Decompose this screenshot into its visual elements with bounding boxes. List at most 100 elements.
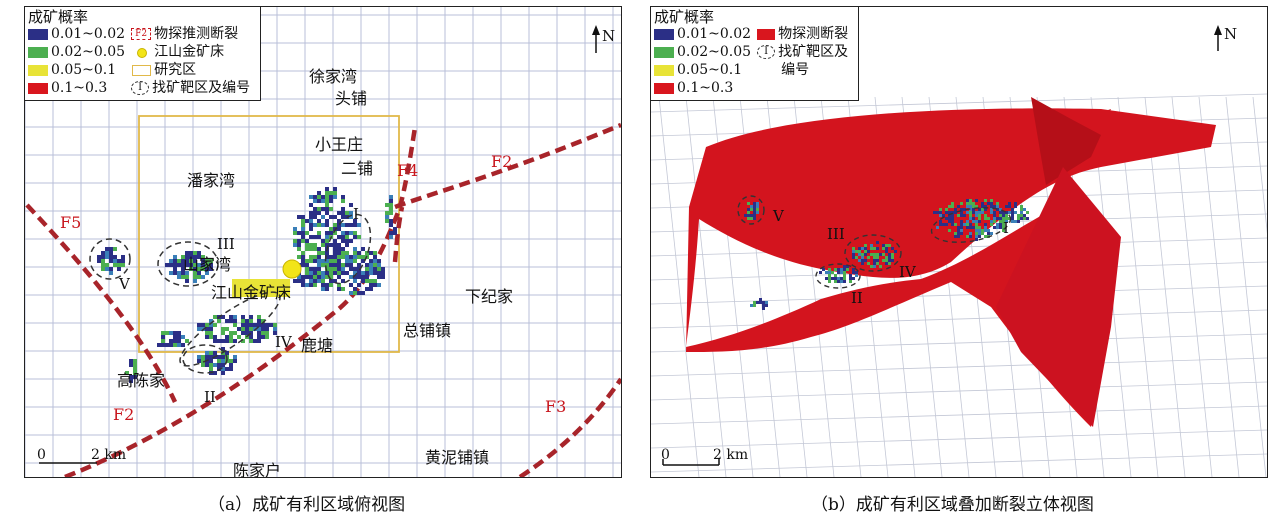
probability-cell bbox=[353, 291, 357, 295]
probability-cell bbox=[209, 355, 213, 359]
probability-cell bbox=[345, 235, 349, 239]
probability-cell bbox=[165, 343, 169, 347]
probability-cell bbox=[762, 301, 765, 304]
probability-cell bbox=[337, 255, 341, 259]
probability-cell bbox=[321, 199, 325, 203]
probability-cell bbox=[197, 251, 201, 255]
probability-cell bbox=[309, 211, 313, 215]
probability-cell bbox=[317, 235, 321, 239]
probability-cell bbox=[321, 207, 325, 211]
probability-cell bbox=[325, 271, 329, 275]
legend-item-label: 0.01~0.02 bbox=[677, 26, 752, 42]
probability-cell bbox=[885, 247, 888, 250]
probability-cell bbox=[969, 226, 972, 229]
probability-cell bbox=[221, 331, 225, 335]
probability-cell bbox=[217, 355, 221, 359]
probability-cell bbox=[257, 323, 261, 327]
probability-cell bbox=[369, 263, 373, 267]
probability-cell bbox=[353, 247, 357, 251]
probability-cell bbox=[201, 323, 205, 327]
probability-cell bbox=[197, 359, 201, 363]
probability-cell bbox=[975, 199, 978, 202]
probability-cell bbox=[205, 263, 209, 267]
probability-cell bbox=[309, 259, 313, 263]
probability-cell bbox=[852, 268, 855, 271]
probability-cell bbox=[1023, 217, 1026, 220]
probability-cell bbox=[864, 259, 867, 262]
probability-cell bbox=[205, 355, 209, 359]
probability-cell bbox=[209, 367, 213, 371]
probability-cell bbox=[852, 253, 855, 256]
probability-cell bbox=[365, 251, 369, 255]
probability-cell bbox=[341, 239, 345, 243]
probability-cell bbox=[185, 263, 189, 267]
probability-cell bbox=[117, 259, 121, 263]
probability-cell bbox=[999, 214, 1002, 217]
probability-cell bbox=[389, 235, 393, 239]
probability-cell bbox=[197, 255, 201, 259]
probability-cell bbox=[173, 263, 177, 267]
grid-line bbox=[685, 96, 727, 477]
probability-cell bbox=[105, 251, 109, 255]
probability-cell bbox=[321, 243, 325, 247]
probability-cell bbox=[317, 263, 321, 267]
probability-cell bbox=[852, 271, 855, 274]
probability-cell bbox=[201, 359, 205, 363]
probability-cell bbox=[309, 219, 313, 223]
target-label-i: I bbox=[1003, 219, 1009, 237]
probability-cell bbox=[341, 263, 345, 267]
probability-cell bbox=[840, 271, 843, 274]
probability-cell bbox=[753, 217, 756, 220]
north-label: N bbox=[602, 27, 616, 45]
probability-cell bbox=[173, 331, 177, 335]
probability-cell bbox=[867, 262, 870, 265]
probability-cell bbox=[1002, 220, 1005, 223]
probability-cell bbox=[843, 268, 846, 271]
probability-cell bbox=[201, 259, 205, 263]
probability-cell bbox=[101, 255, 105, 259]
probability-cell bbox=[969, 202, 972, 205]
probability-cell bbox=[753, 208, 756, 211]
probability-cell bbox=[972, 208, 975, 211]
probability-cell bbox=[888, 256, 891, 259]
probability-cell bbox=[1002, 226, 1005, 229]
probability-cell bbox=[245, 327, 249, 331]
probability-cell bbox=[317, 271, 321, 275]
target-3d-ii bbox=[815, 263, 861, 289]
probability-cell bbox=[969, 223, 972, 226]
probability-cell bbox=[825, 277, 828, 280]
probability-cell bbox=[253, 323, 257, 327]
probability-cell bbox=[297, 275, 301, 279]
probability-cell bbox=[882, 253, 885, 256]
probability-cell bbox=[966, 205, 969, 208]
probability-cell bbox=[969, 205, 972, 208]
probability-cell bbox=[317, 211, 321, 215]
place-huangnipuzhen: 黄泥铺镇 bbox=[425, 448, 490, 467]
probability-cell bbox=[852, 256, 855, 259]
legend-item-label: 0.05~0.1 bbox=[51, 62, 117, 78]
north-arrow-icon bbox=[592, 25, 600, 35]
grid-line bbox=[651, 405, 1267, 425]
probability-cell bbox=[858, 247, 861, 250]
legend-item-label: 物探测断裂 bbox=[778, 26, 849, 42]
gold-deposit-icon bbox=[131, 46, 151, 58]
probability-cell bbox=[981, 205, 984, 208]
probability-cell bbox=[257, 331, 261, 335]
probability-cell bbox=[1005, 217, 1008, 220]
probability-cell bbox=[882, 259, 885, 262]
probability-cell bbox=[345, 255, 349, 259]
probability-cell bbox=[357, 235, 361, 239]
probability-cell bbox=[301, 235, 305, 239]
probability-cell bbox=[129, 363, 133, 367]
caption-a: （a）成矿有利区域俯视图 bbox=[208, 495, 406, 515]
probability-cell bbox=[301, 223, 305, 227]
probability-cell bbox=[993, 211, 996, 214]
probability-cell bbox=[213, 363, 217, 367]
probability-cell bbox=[265, 335, 269, 339]
probability-cell bbox=[846, 268, 849, 271]
probability-cell bbox=[747, 202, 750, 205]
probability-cell bbox=[891, 259, 894, 262]
probability-cell bbox=[317, 195, 321, 199]
probability-cell bbox=[999, 211, 1002, 214]
target-ellipses-3d bbox=[737, 195, 1012, 289]
